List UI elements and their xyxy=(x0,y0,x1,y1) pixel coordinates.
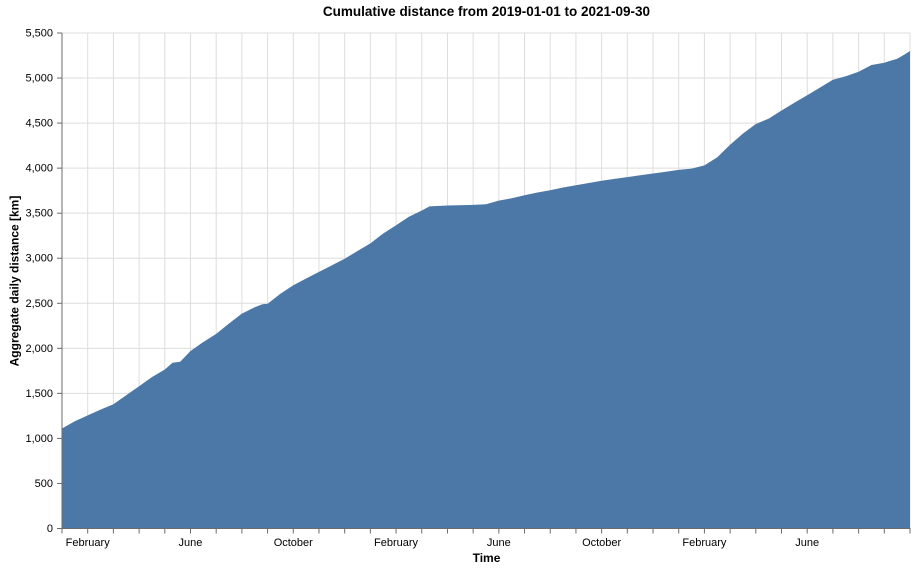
y-tick-label: 5,500 xyxy=(25,28,53,40)
y-tick-label: 3,000 xyxy=(25,253,53,265)
area-series xyxy=(62,51,910,529)
x-tick-label: June xyxy=(795,537,819,549)
y-tick-label: 0 xyxy=(47,523,53,535)
x-tick-label: June xyxy=(487,537,511,549)
y-tick-label: 4,500 xyxy=(25,118,53,130)
y-tick-label: 2,500 xyxy=(25,298,53,310)
x-tick-label: October xyxy=(582,537,621,549)
y-tick-label: 2,000 xyxy=(25,343,53,355)
x-tick-label: February xyxy=(374,537,419,549)
x-tick-label: June xyxy=(179,537,203,549)
y-tick-label: 4,000 xyxy=(25,163,53,175)
y-tick-label: 3,500 xyxy=(25,208,53,220)
x-tick-label: February xyxy=(682,537,727,549)
x-axis-title: Time xyxy=(472,551,501,565)
y-tick-label: 1,000 xyxy=(25,433,53,445)
x-tick-label: October xyxy=(274,537,313,549)
y-axis-title: Aggregate daily distance [km] xyxy=(7,195,22,367)
chart-title: Cumulative distance from 2019-01-01 to 2… xyxy=(322,4,651,19)
x-tick-label: February xyxy=(66,537,111,549)
y-tick-label: 500 xyxy=(35,478,53,490)
y-tick-label: 5,000 xyxy=(25,73,53,85)
y-tick-label: 1,500 xyxy=(25,388,53,400)
